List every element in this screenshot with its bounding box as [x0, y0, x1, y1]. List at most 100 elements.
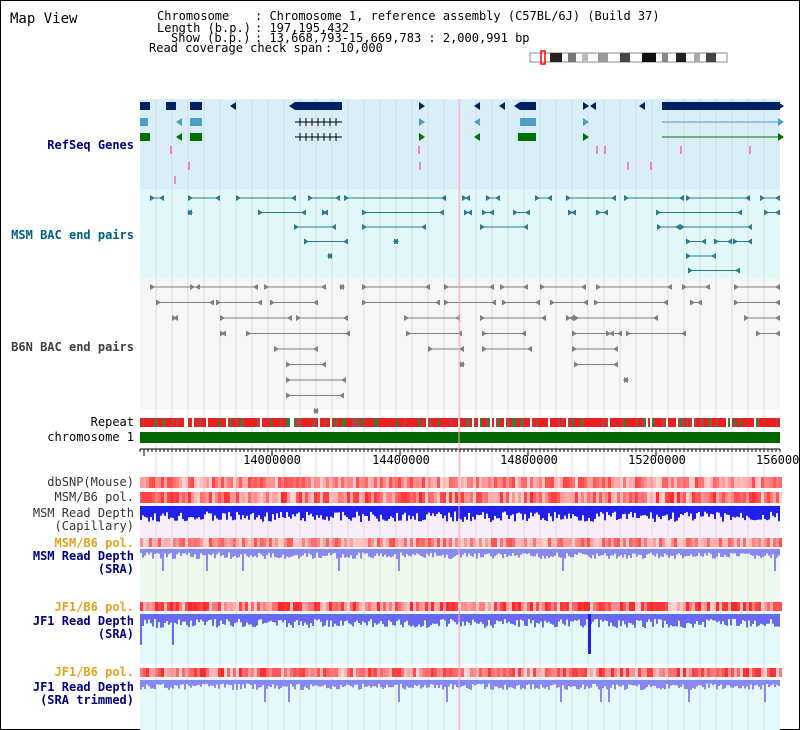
jf1-depth-sra-bar: [424, 614, 426, 621]
msm-depth-cap-bar: [182, 506, 184, 520]
msm-depth-cap-bar: [674, 506, 676, 522]
refseq-genes-label[interactable]: RefSeq Genes: [47, 138, 134, 152]
jf1-pol-label[interactable]: JF1/B6 pol.: [55, 600, 134, 614]
msm-pol-label-2[interactable]: MSM/B6 pol.: [55, 536, 134, 550]
jf1-depth-trim-bar: [680, 680, 682, 687]
jf1-depth-sra-bar: [772, 614, 774, 624]
repeat-track[interactable]: [140, 418, 780, 427]
msm-pol-cell: [170, 492, 173, 503]
msm-pol-cell: [560, 538, 563, 547]
jf1-pol-cell: [548, 668, 551, 677]
jf1-pol-cell: [287, 668, 290, 677]
msm-pol-cell: [566, 492, 569, 503]
msm-depth-cap-bar: [190, 506, 192, 517]
msm-depth-sra-label[interactable]: MSM Read Depth: [33, 549, 134, 563]
dbsnp-cell: [773, 477, 776, 488]
msm-bac-pair-end: [335, 195, 340, 201]
repeat-element: [512, 418, 514, 427]
repeat-element: [348, 418, 350, 427]
ideogram-band: [568, 53, 576, 62]
msm-depth-cap-bar: [548, 506, 550, 514]
b6n-bac-pair-end: [491, 299, 496, 306]
jf1-depth-trim-bar: [606, 680, 608, 690]
chromosome-ideogram[interactable]: [529, 50, 728, 65]
msm-depth-sra-bar: [638, 549, 640, 555]
jf1-depth-trim-bar: [604, 680, 606, 686]
jf1-depth-sra-label[interactable]: JF1 Read Depth: [33, 614, 134, 628]
repeat-element: [194, 418, 196, 427]
msm-depth-cap-bar: [664, 506, 666, 516]
msm-depth-sra-bar: [750, 549, 752, 555]
jf1-depth-trim-bar: [174, 680, 176, 686]
repeat-element: [448, 418, 450, 427]
refseq-genes-track[interactable]: [140, 102, 784, 184]
jf1-pol-cell: [512, 602, 515, 611]
repeat-element: [164, 418, 166, 427]
jf1-depth-trim-bar: [548, 680, 550, 690]
msm-depth-sra-bar: [344, 549, 346, 558]
repeat-element: [578, 418, 580, 427]
msm-pol-cell: [578, 538, 581, 547]
b6n-bac-pair-end: [705, 284, 710, 290]
msm-depth-cap-label[interactable]: MSM Read Depth: [33, 506, 134, 520]
msm-depth-cap-bar: [758, 506, 760, 520]
chromosome-label-track[interactable]: chromosome 1: [47, 430, 134, 444]
polymorphism-strips[interactable]: [140, 477, 782, 677]
jf1-pol-label-2[interactable]: JF1/B6 pol.: [55, 665, 134, 679]
jf1-pol-cell: [221, 602, 224, 611]
msm-depth-sra-bar: [524, 549, 526, 554]
repeat-element: [526, 418, 528, 427]
jf1-depth-sra-bar: [168, 614, 170, 625]
msm-bac-track[interactable]: [150, 195, 780, 274]
msm-pol-cell: [260, 492, 263, 503]
msm-pol-cell: [155, 538, 158, 547]
jf1-depth-trim-bar: [196, 680, 198, 686]
msm-depth-cap-bar: [208, 506, 210, 514]
jf1-depth-sra-bar: [762, 614, 764, 625]
msm-pol-cell: [455, 538, 458, 547]
jf1-depth-sra-bar: [514, 614, 516, 626]
repeat-element: [758, 418, 760, 427]
jf1-depth-trim-bar: [504, 680, 506, 685]
msm-depth-cap-bar: [588, 506, 590, 518]
read-depth-charts[interactable]: [140, 506, 780, 702]
jf1-depth-trim-bar: [282, 680, 284, 687]
msm-depth-sra-bar: [528, 549, 530, 554]
jf1-pol-cell: [479, 668, 482, 677]
b6n-bac-label[interactable]: B6N BAC end pairs: [11, 340, 134, 354]
snp-mark: [596, 146, 598, 154]
msm-depth-sra-bar: [492, 549, 494, 559]
msm-bac-label[interactable]: MSM BAC end pairs: [11, 228, 134, 242]
msm-pol-label[interactable]: MSM/B6 pol.: [55, 490, 134, 504]
repeat-label[interactable]: Repeat: [91, 415, 134, 429]
msm-pol-cell: [659, 492, 662, 503]
msm-pol-cell: [269, 538, 272, 547]
jf1-depth-trim-bar: [178, 680, 180, 689]
jf1-depth-sra-bar: [476, 614, 478, 624]
jf1-pol-cell: [356, 602, 359, 611]
b6n-bac-track[interactable]: [150, 284, 780, 414]
msm-depth-sra-bar: [372, 549, 374, 559]
msm-depth-cap-bar: [492, 506, 494, 521]
msm-pol-cell: [161, 492, 164, 503]
msm-depth-cap-bar: [172, 506, 174, 518]
msm-depth-sra-bar: [582, 549, 584, 555]
msm-depth-cap-bar: [752, 506, 754, 521]
b6n-bac-pair-end: [734, 284, 739, 290]
chromosome-bar[interactable]: [140, 432, 780, 443]
jf1-pol-cell: [653, 602, 656, 611]
repeat-element: [204, 418, 206, 427]
msm-pol-cell: [428, 538, 431, 547]
msm-pol-cell: [578, 492, 581, 503]
msm-pol-cell: [221, 492, 224, 503]
dbsnp-cell: [656, 477, 659, 488]
msm-depth-cap-bar: [442, 506, 444, 519]
jf1-pol-cell: [647, 602, 650, 611]
dbsnp-label[interactable]: dbSNP(Mouse): [47, 475, 134, 489]
jf1-depth-trim-bar: [254, 680, 256, 685]
msm-bac-pair-end: [362, 224, 367, 230]
jf1-depth-trim-label[interactable]: JF1 Read Depth: [33, 680, 134, 694]
jf1-pol-cell: [194, 602, 197, 611]
jf1-depth-trim-bar: [206, 680, 208, 684]
